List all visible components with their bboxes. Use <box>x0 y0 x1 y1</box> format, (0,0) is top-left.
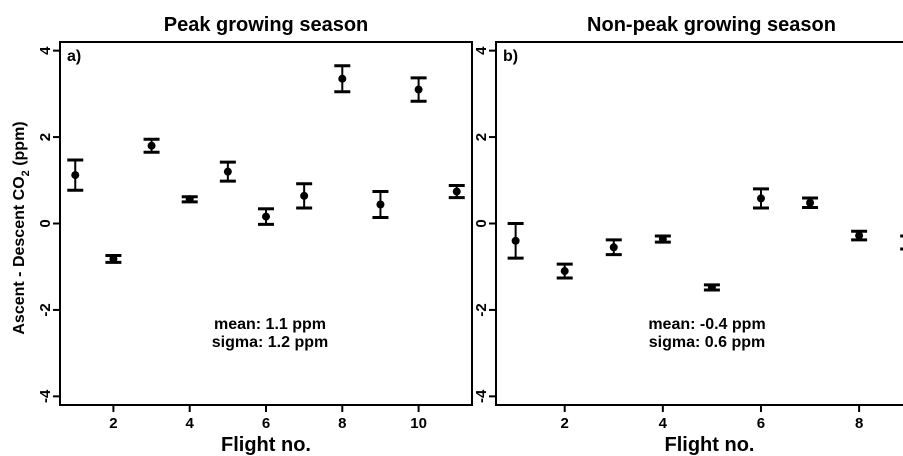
data-point <box>556 262 573 280</box>
data-point <box>752 187 769 210</box>
data-point <box>67 158 84 192</box>
y-tick-label: -4 <box>37 389 54 403</box>
marker <box>414 85 423 94</box>
marker <box>338 74 347 83</box>
y-axis-label-main: Ascent - Descent CO <box>11 176 28 334</box>
data-point <box>181 195 198 204</box>
y-tick-label: -2 <box>37 303 54 316</box>
data-point <box>105 253 122 264</box>
marker <box>560 267 569 276</box>
x-tick-label: 4 <box>659 415 668 432</box>
y-tick-label: -2 <box>473 303 490 316</box>
x-tick-label: 4 <box>186 415 195 432</box>
y-axis-label-subscript: 2 <box>20 170 32 176</box>
marker <box>756 194 765 203</box>
marker <box>511 236 520 245</box>
x-axis-label: Flight no. <box>221 434 311 456</box>
marker <box>376 200 385 209</box>
y-tick-label: 2 <box>37 133 54 141</box>
marker <box>262 212 270 221</box>
data-point <box>802 196 819 210</box>
data-point <box>219 160 236 183</box>
x-tick-label: 8 <box>338 415 346 432</box>
marker <box>109 254 118 263</box>
x-axis-label: Flight no. <box>665 434 755 456</box>
marker <box>452 187 461 196</box>
data-point <box>654 234 671 244</box>
x-tick-label: 6 <box>262 415 270 432</box>
marker <box>609 243 618 252</box>
panel-label: b) <box>503 48 518 65</box>
x-tick-label: 2 <box>109 415 117 432</box>
y-axis-label-unit: (ppm) <box>11 121 28 170</box>
data-point <box>372 190 389 219</box>
stats-annotation: mean: 1.1 ppm <box>214 316 326 333</box>
y-tick-label: 2 <box>473 133 490 141</box>
stats-annotation: sigma: 0.6 ppm <box>649 334 765 351</box>
panel-a: Peak growing season a) -4 -2 0 2 4 2 4 6 8 10 Flight… <box>37 14 473 456</box>
marker <box>855 231 864 240</box>
panel-label: a) <box>67 48 81 65</box>
data-point <box>143 137 160 154</box>
data-point <box>258 207 274 226</box>
y-axis-label: Ascent - Descent CO2 (ppm) <box>11 121 32 334</box>
panel-title: Peak growing season <box>164 14 369 36</box>
data-point <box>410 76 427 103</box>
y-tick-label: 0 <box>473 219 490 227</box>
data-point <box>296 182 313 210</box>
data-point <box>334 64 351 94</box>
y-tick-label: 4 <box>37 46 54 55</box>
data-point <box>851 229 868 242</box>
data-point <box>507 222 524 260</box>
y-tick-label: 4 <box>473 46 490 55</box>
x-tick-label: 2 <box>561 415 569 432</box>
marker <box>223 167 232 176</box>
stats-annotation: sigma: 1.2 ppm <box>212 334 328 351</box>
marker <box>806 198 815 207</box>
data-point <box>448 183 465 200</box>
marker <box>658 235 667 244</box>
data-point <box>605 238 622 257</box>
panel-b: Non-peak growing season b) -4 -2 0 2 4 2 4 6 8 Flig… <box>473 14 903 456</box>
x-tick-label: 8 <box>855 415 863 432</box>
panel-title: Non-peak growing season <box>587 14 836 36</box>
x-tick-label: 10 <box>410 415 427 432</box>
marker <box>185 195 194 204</box>
stats-annotation: mean: -0.4 ppm <box>648 316 765 333</box>
marker <box>147 141 156 150</box>
y-tick-label: -4 <box>473 389 490 403</box>
x-tick-label: 6 <box>757 415 765 432</box>
marker <box>300 191 309 200</box>
marker <box>71 171 80 180</box>
y-tick-label: 0 <box>37 219 54 227</box>
marker <box>707 283 716 292</box>
data-point <box>703 283 720 292</box>
